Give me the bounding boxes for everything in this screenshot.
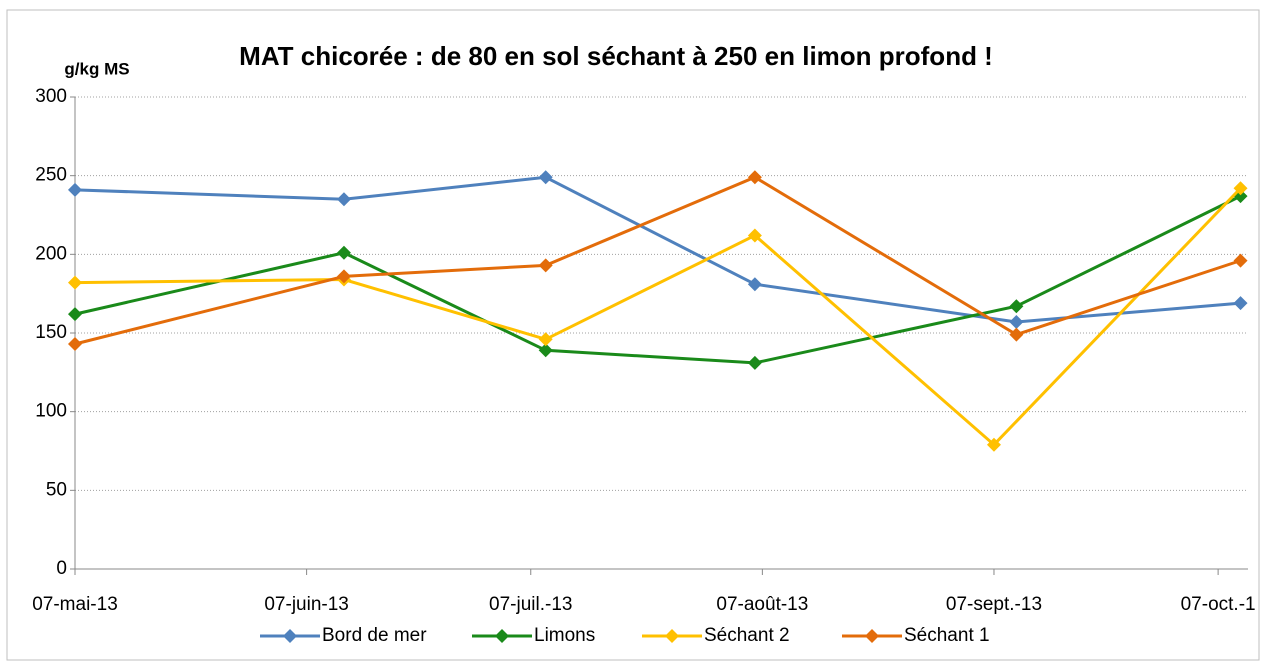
data-point	[1009, 314, 1024, 329]
data-point	[538, 258, 553, 273]
series-line	[74, 187, 1242, 447]
x-tick-label: 07-sept.-13	[946, 594, 1042, 615]
y-tick-label: 200	[35, 243, 67, 264]
data-point	[538, 343, 553, 358]
legend-label: Séchant 1	[904, 625, 990, 646]
data-point	[747, 170, 762, 185]
data-point	[747, 355, 762, 370]
series-line	[74, 194, 1242, 365]
data-point	[1009, 327, 1024, 342]
data-point	[1233, 253, 1248, 268]
data-point	[68, 182, 82, 197]
data-point	[538, 170, 553, 185]
data-point	[68, 337, 82, 352]
data-point	[986, 437, 1001, 452]
chart-title: MAT chicorée : de 80 en sol séchant à 25…	[239, 41, 993, 71]
x-tick-label: 07-juil.-13	[489, 594, 572, 615]
legend-label: Bord de mer	[322, 625, 427, 646]
series-line	[74, 175, 1241, 324]
y-tick-label: 150	[35, 322, 67, 343]
data-point	[1233, 181, 1248, 196]
y-axis-label: g/kg MS	[64, 59, 129, 78]
data-point	[538, 332, 553, 347]
legend-marker	[665, 629, 679, 643]
data-point	[336, 269, 351, 284]
data-point	[1233, 296, 1248, 311]
legend-label: Séchant 2	[704, 625, 790, 646]
y-tick-label: 0	[56, 558, 67, 579]
data-point	[747, 228, 762, 243]
y-tick-label: 50	[46, 479, 67, 500]
legend-marker	[865, 629, 879, 643]
x-tick-label: 07-oct.-1	[1181, 594, 1256, 615]
legend-marker	[495, 629, 509, 643]
x-tick-label: 07-mai-13	[32, 594, 118, 615]
legend-label: Limons	[534, 625, 595, 646]
data-point	[336, 245, 351, 260]
data-point	[336, 192, 351, 207]
data-point	[68, 275, 82, 290]
data-point	[68, 307, 82, 322]
chart-border	[6, 9, 1260, 661]
x-tick-label: 07-août-13	[716, 594, 808, 615]
y-tick-label: 250	[35, 165, 67, 186]
data-point	[1009, 299, 1024, 314]
y-tick-label: 300	[35, 86, 67, 107]
y-tick-label: 100	[35, 401, 67, 422]
series-line	[74, 175, 1241, 346]
legend-marker	[283, 629, 297, 643]
data-point	[747, 277, 762, 292]
x-tick-label: 07-juin-13	[264, 594, 349, 615]
